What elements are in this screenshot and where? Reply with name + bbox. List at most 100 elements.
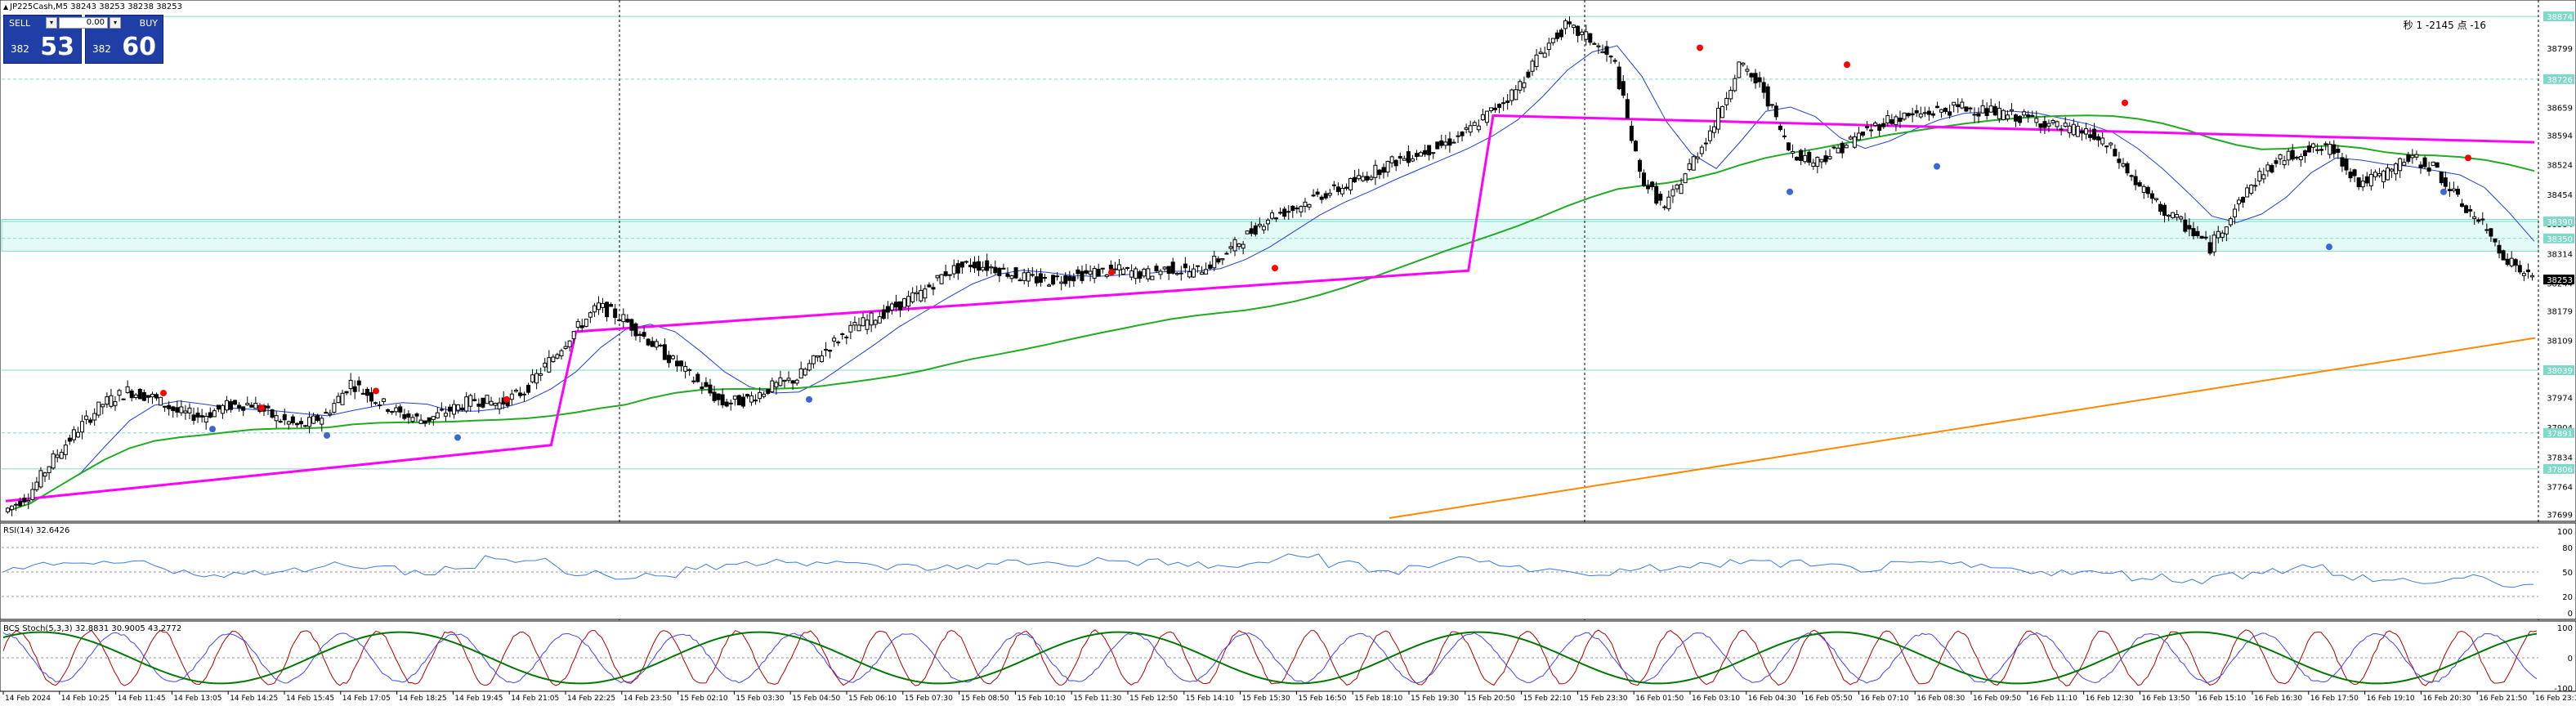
- ma-orange-line: [1389, 337, 2536, 519]
- candle-body: [2394, 163, 2399, 175]
- candle-body: [1047, 284, 1052, 287]
- candle-body: [1926, 110, 1931, 115]
- price-level-tag: [2543, 463, 2574, 474]
- lot-size-input[interactable]: 0.00: [59, 17, 108, 29]
- candle-body: [1666, 196, 1671, 209]
- collapse-triangle-icon[interactable]: ▲: [3, 3, 9, 11]
- top-right-info: 秒 1 -2145 点 -16: [2403, 20, 2486, 31]
- candle-body: [852, 322, 857, 326]
- candle-body: [1125, 266, 1130, 269]
- candle-body: [1170, 261, 1175, 274]
- candle-body: [328, 413, 333, 416]
- price-tick-label: 37834: [2547, 454, 2573, 462]
- candle-body: [1232, 239, 1237, 252]
- current-price-label: 38253: [2547, 276, 2573, 285]
- candle-body: [1637, 159, 1642, 172]
- candle-body: [1261, 226, 1266, 230]
- candle-body: [1930, 113, 1935, 116]
- candle-body: [2306, 145, 2311, 153]
- candle-body: [1402, 158, 1407, 161]
- candle-body: [208, 412, 212, 418]
- candle-body: [819, 355, 824, 363]
- candle-body: [101, 404, 105, 408]
- candle-body: [1542, 52, 1547, 58]
- candle-body: [2100, 137, 2105, 145]
- candle-body: [1956, 104, 1961, 108]
- candle-body: [1733, 78, 1737, 92]
- candle-body: [1803, 154, 1808, 163]
- candle-body: [1629, 125, 1634, 141]
- candle-body: [2323, 143, 2328, 145]
- candle-body: [1009, 275, 1014, 279]
- candle-body: [154, 394, 159, 399]
- candle-body: [1339, 187, 1344, 194]
- lot-decrease-dropdown-icon[interactable]: ▾: [46, 17, 57, 29]
- candle-body: [2018, 115, 2023, 123]
- candle-body: [1526, 71, 1531, 78]
- time-tick-label: 15 Feb 07:30: [905, 695, 953, 703]
- candle-body: [625, 319, 630, 323]
- price-level-tag: [2543, 365, 2574, 376]
- time-tick-label: 15 Feb 03:30: [736, 695, 784, 703]
- candle-body: [1823, 155, 1828, 163]
- candle-body: [1934, 105, 1939, 109]
- candle-body: [67, 437, 72, 442]
- candle-body: [1270, 212, 1275, 219]
- candle-body: [1150, 275, 1155, 280]
- candle-body: [1554, 32, 1559, 39]
- candle-body: [22, 498, 27, 503]
- candle-body: [1716, 107, 1721, 130]
- candle-body: [1241, 244, 1246, 249]
- price-tick-label: 37764: [2547, 484, 2573, 493]
- candle-body: [1017, 279, 1022, 282]
- time-tick-label: 16 Feb 20:30: [2422, 695, 2471, 703]
- candle-body: [2046, 123, 2051, 127]
- candle-body: [1410, 158, 1415, 162]
- candle-body: [1650, 181, 1655, 187]
- candle-body: [1943, 107, 1948, 112]
- candle-body: [1307, 203, 1312, 208]
- candle-body: [2014, 114, 2019, 122]
- candle-body: [141, 391, 146, 401]
- candle-body: [1365, 176, 1370, 181]
- candle-body: [915, 292, 919, 295]
- time-tick-label: 14 Feb 17:05: [342, 695, 391, 703]
- candle-body: [708, 384, 713, 394]
- candle-body: [2521, 273, 2526, 276]
- sar-dot: [1697, 44, 1703, 51]
- candle-body: [526, 384, 531, 393]
- candle-body: [695, 373, 700, 382]
- candle-body: [364, 388, 369, 396]
- candle-body: [1476, 125, 1481, 131]
- candle-body: [1522, 82, 1527, 88]
- sar-dot: [1272, 265, 1278, 272]
- candle-body: [233, 400, 238, 405]
- lot-increase-dropdown-icon[interactable]: ▾: [110, 17, 121, 29]
- candle-body: [1096, 268, 1101, 277]
- candle-body: [55, 454, 60, 458]
- candle-body: [2212, 235, 2216, 252]
- candle-body: [1357, 175, 1362, 180]
- candle-body: [1204, 269, 1209, 275]
- candle-body: [642, 332, 646, 337]
- candle-body: [1154, 266, 1159, 272]
- candle-body: [2075, 125, 2080, 137]
- candle-body: [2270, 165, 2274, 173]
- candle-body: [1646, 185, 1651, 190]
- time-tick-label: 15 Feb 18:10: [1354, 695, 1402, 703]
- candle-body: [2513, 259, 2518, 266]
- candle-body: [2158, 203, 2162, 212]
- candle-body: [150, 394, 154, 398]
- candle-body: [1237, 243, 1241, 248]
- candle-body: [1042, 277, 1047, 279]
- candle-body: [973, 261, 977, 269]
- candle-body: [774, 382, 779, 388]
- candle-body: [1134, 268, 1138, 279]
- candle-body: [253, 402, 258, 409]
- candle-body: [1013, 267, 1018, 279]
- candle-body: [2294, 156, 2299, 159]
- candle-body: [1166, 266, 1171, 275]
- price-tick-label: 38594: [2547, 132, 2573, 141]
